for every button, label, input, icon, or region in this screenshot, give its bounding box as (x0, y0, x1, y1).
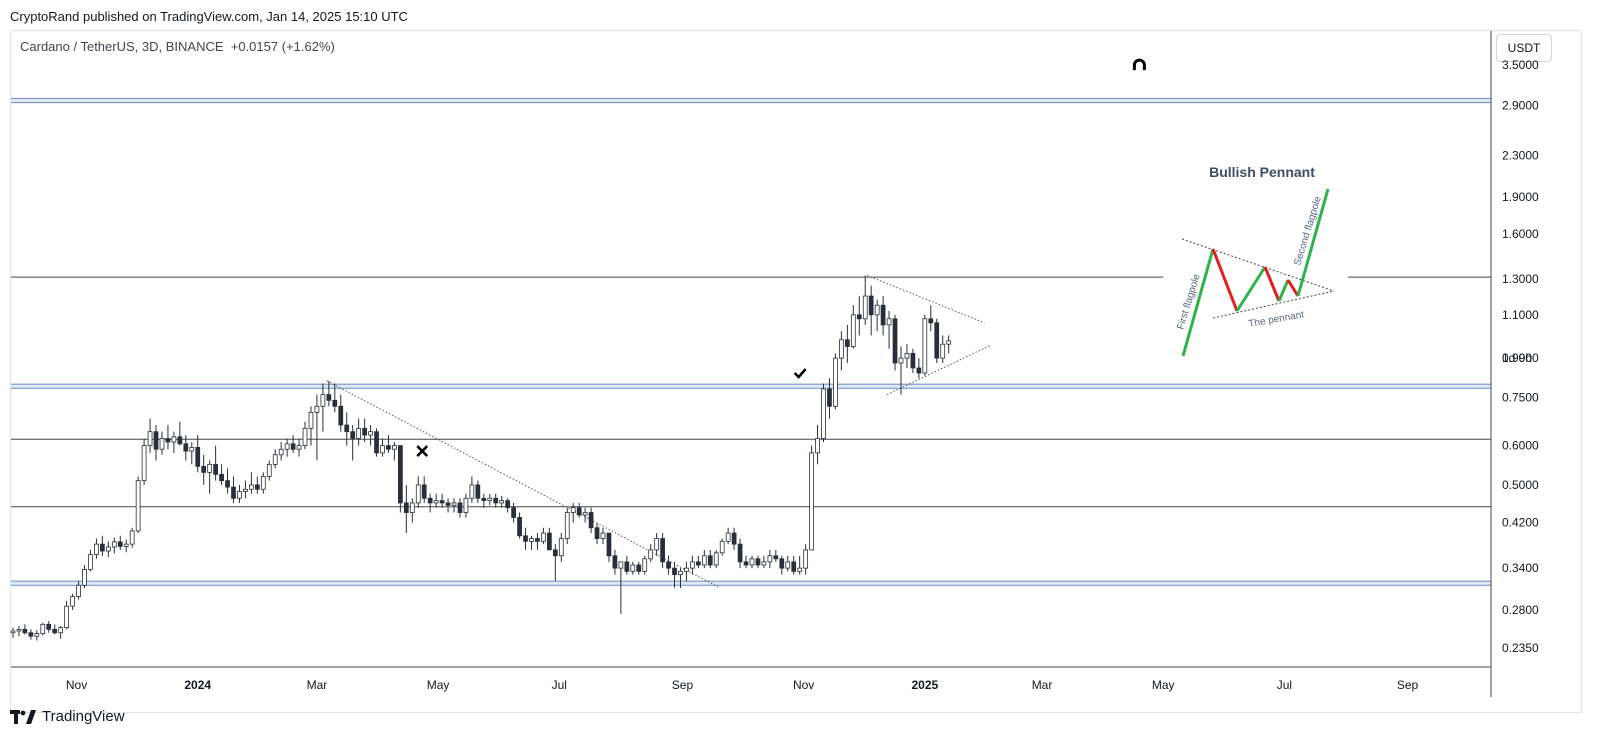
symbol-name[interactable]: Cardano / TetherUS, 3D, BINANCE (20, 39, 224, 54)
symbol-change: +0.0157 (+1.62%) (230, 39, 335, 54)
footer-brand: TradingView (42, 708, 125, 725)
tradingview-logo-icon (10, 709, 36, 724)
chart-frame (10, 30, 1582, 713)
publish-info: CryptoRand published on TradingView.com,… (10, 9, 408, 24)
currency-button[interactable]: USDT (1496, 34, 1552, 62)
footer: TradingView (10, 708, 125, 725)
symbol-info: Cardano / TetherUS, 3D, BINANCE +0.0157 … (20, 39, 335, 54)
